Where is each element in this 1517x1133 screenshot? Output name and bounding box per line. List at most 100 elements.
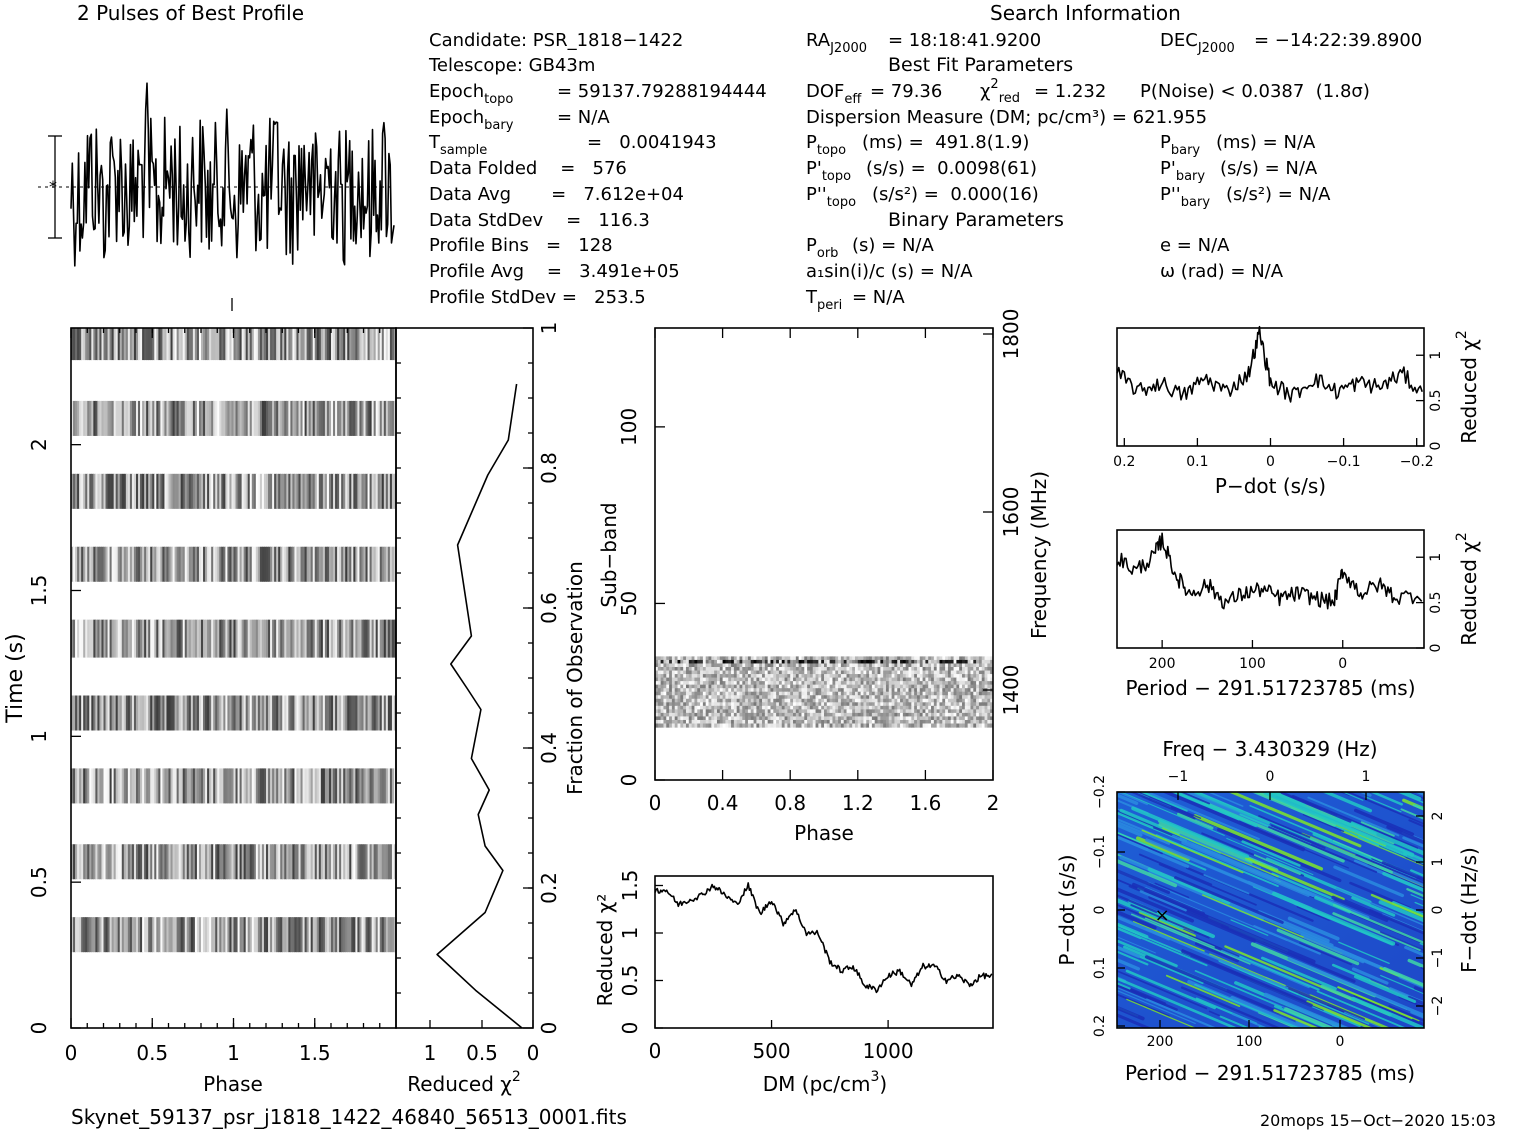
subband-cell xyxy=(849,677,853,682)
subband-cell xyxy=(885,684,890,689)
subband-cell xyxy=(973,659,977,665)
subband-cell xyxy=(829,702,834,707)
time-phase-cell xyxy=(223,695,226,731)
time-phase-cell xyxy=(243,400,247,436)
subband-cell xyxy=(984,705,988,710)
subband-cell xyxy=(970,656,974,661)
subband-cell xyxy=(708,674,712,679)
subband-cell xyxy=(964,702,969,707)
subband-cell xyxy=(762,677,766,682)
time-phase-cell xyxy=(152,546,155,582)
time-phase-cell xyxy=(263,917,267,953)
time-phase-cell xyxy=(259,768,263,804)
subband-cell xyxy=(778,667,783,672)
subband-cell xyxy=(716,684,721,689)
subband-cell xyxy=(711,705,715,710)
subband-cell xyxy=(962,716,966,721)
subband-cell xyxy=(987,691,991,696)
subband-cell xyxy=(722,677,727,682)
time-phase-cell xyxy=(235,328,239,361)
subband-cell xyxy=(846,716,850,721)
subband-cell xyxy=(950,716,955,721)
subband-cell xyxy=(978,719,983,725)
subband-cell xyxy=(902,723,907,728)
subband-cell xyxy=(908,695,912,700)
subband-cell xyxy=(900,705,904,710)
subband-cell xyxy=(843,670,848,675)
time-phase-cell xyxy=(263,400,267,436)
subband-cell xyxy=(973,677,977,682)
map-streak xyxy=(1253,854,1301,876)
time-phase-cell xyxy=(154,917,157,953)
time-phase-cell xyxy=(314,695,318,731)
ra-value: = 18:18:41.9200 xyxy=(888,30,1041,51)
subband-cell xyxy=(956,698,960,703)
time-phase-cell xyxy=(284,619,287,658)
time-phase-cell xyxy=(154,328,157,361)
time-phase-cell xyxy=(81,328,84,361)
time-phase-cell xyxy=(196,695,200,731)
time-phase-cell xyxy=(85,695,88,731)
subband-cell xyxy=(900,670,904,675)
subband-cell xyxy=(905,712,910,718)
subband-cell xyxy=(984,709,988,714)
time-phase-cell xyxy=(359,844,363,880)
subband-cell xyxy=(711,674,715,679)
map-streak xyxy=(1261,956,1337,991)
subband-cell xyxy=(829,698,834,703)
subband-cell xyxy=(947,723,952,728)
time-phase-cell xyxy=(180,619,184,658)
subband-cell xyxy=(753,702,757,707)
subband-cell xyxy=(674,677,679,682)
subband-cell xyxy=(731,709,735,714)
map-streak xyxy=(1368,909,1424,935)
map-streak xyxy=(1192,764,1224,778)
time-phase-cell xyxy=(326,473,330,509)
map-streak xyxy=(1117,985,1218,1028)
time-phase-cell xyxy=(306,844,310,880)
time-phase-cell xyxy=(207,768,210,804)
subband-cell xyxy=(976,667,980,672)
time-phase-cell xyxy=(375,328,379,361)
time-phase-cell xyxy=(339,400,342,436)
subband-cell xyxy=(928,663,932,668)
subband-cell xyxy=(801,688,805,693)
subband-cell xyxy=(655,684,659,689)
subband-cell xyxy=(790,663,794,668)
subband-cell xyxy=(874,659,879,665)
subband-cell xyxy=(812,709,817,714)
map-streak xyxy=(1117,982,1167,1006)
time-phase-cell xyxy=(81,768,84,804)
time-phase-cell xyxy=(261,768,265,804)
map-streak xyxy=(1249,805,1332,841)
time-phase-cell xyxy=(170,473,174,509)
subband-cell xyxy=(790,656,794,661)
time-phase-cell xyxy=(391,619,395,658)
time-phase-cell xyxy=(127,328,131,361)
subband-cell xyxy=(821,659,825,665)
subband-cell xyxy=(897,691,901,696)
time-phase-cell xyxy=(119,695,123,731)
subband-cell xyxy=(787,681,791,686)
subband-cell xyxy=(953,677,957,682)
time-phase-cell xyxy=(174,844,178,880)
subband-cell xyxy=(959,716,963,721)
subband-cell xyxy=(897,663,901,668)
time-phase-cell xyxy=(95,546,99,582)
map-streak xyxy=(1493,868,1517,925)
time-phase-cell xyxy=(83,695,86,731)
time-phase-cell xyxy=(312,695,316,731)
a1sini-text: a₁sin(i)/c (s) = N/A xyxy=(806,261,973,282)
time-phase-cell xyxy=(373,328,377,361)
subband-cell xyxy=(666,702,670,707)
subband-cell xyxy=(942,719,946,725)
subband-cell xyxy=(700,719,704,725)
map-streak xyxy=(1268,826,1378,873)
time-phase-cell xyxy=(221,400,224,436)
time-phase-cell xyxy=(261,695,265,731)
subband-cell xyxy=(674,656,679,661)
time-phase-cell xyxy=(95,328,99,361)
subband-cell xyxy=(871,663,876,668)
time-phase-cell xyxy=(302,695,306,731)
subband-cell xyxy=(714,677,718,682)
